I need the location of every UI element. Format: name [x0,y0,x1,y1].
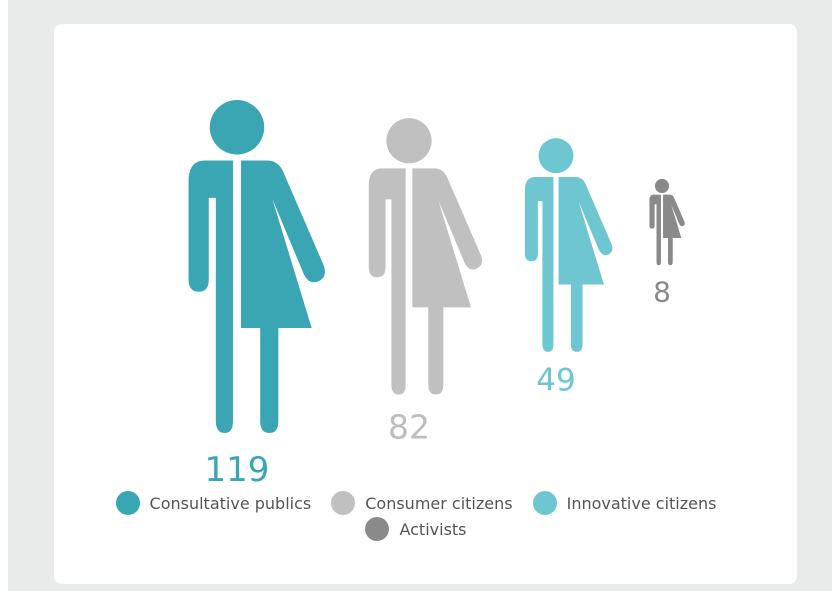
person-icon-consultative-publics [188,100,325,433]
legend-label-innovative-citizens: Innovative citizens [566,493,717,513]
legend-label-consultative-publics: Consultative publics [149,493,312,513]
legend-label-consumer-citizens: Consumer citizens [365,493,513,513]
person-icon-activists [649,178,685,266]
person-icon-innovative-citizens [524,138,613,352]
value-label-activists: 8 [653,275,671,308]
legend-swatch-consumer-citizens [331,491,356,515]
value-labels-layer: 119 82 49 8 [205,275,671,490]
legend-row-2: Activists [0,517,832,541]
legend-item-innovative-citizens[interactable]: Innovative citizens [532,491,717,515]
figures-layer [188,100,685,433]
legend-label-activists: Activists [399,519,467,539]
legend-item-activists[interactable]: Activists [365,517,467,541]
legend-swatch-innovative-citizens [532,491,557,515]
person-icon-consumer-citizens [368,118,482,395]
legend-swatch-activists [365,517,390,541]
value-label-consultative-publics: 119 [205,450,270,490]
left-edge-strip [0,0,8,591]
legend-item-consultative-publics[interactable]: Consultative publics [115,491,312,515]
value-label-consumer-citizens: 82 [388,407,430,446]
legend-item-consumer-citizens[interactable]: Consumer citizens [331,491,513,515]
legend-swatch-consultative-publics [115,491,140,515]
value-label-innovative-citizens: 49 [536,363,575,399]
legend-row-1: Consultative publics Consumer citizens I… [0,491,832,515]
